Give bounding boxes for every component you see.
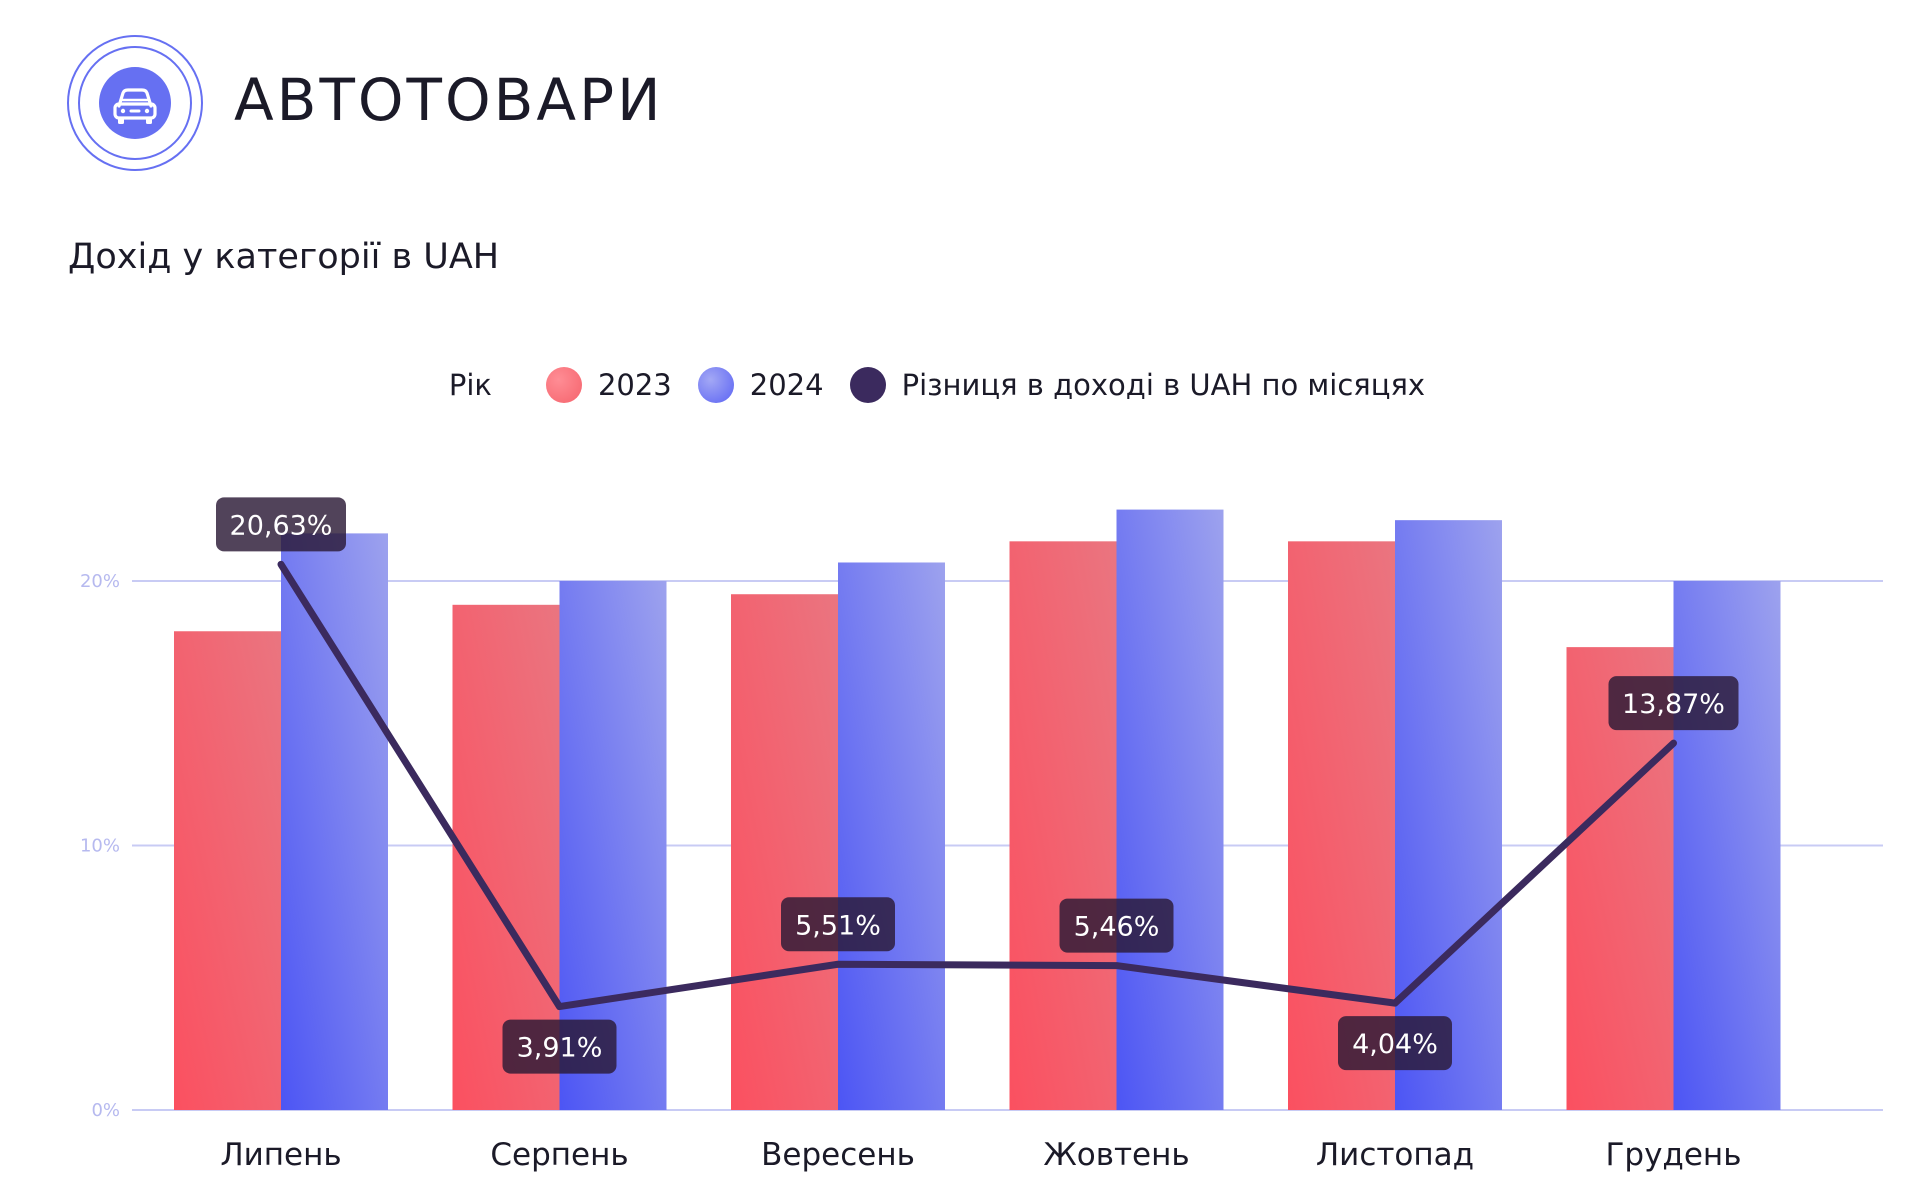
data-label: 13,87% bbox=[1622, 689, 1725, 720]
difference-line-path bbox=[277, 560, 1677, 1011]
chart-title: Дохід у категорії в UAH bbox=[68, 237, 500, 277]
data-label: 3,91% bbox=[517, 1033, 603, 1064]
bar-2024[interactable] bbox=[1673, 581, 1781, 1110]
legend-swatch-difference bbox=[849, 367, 886, 403]
data-label-box bbox=[781, 897, 895, 952]
legend-item-difference[interactable]: Різниця в доході в UAH по місяцях bbox=[849, 367, 1426, 403]
data-label: 5,46% bbox=[1074, 912, 1160, 943]
difference-point[interactable] bbox=[278, 561, 284, 568]
legend-item-2023[interactable]: 2023 bbox=[545, 367, 672, 403]
data-label-box bbox=[502, 1019, 617, 1074]
x-category-label: Жовтень bbox=[1043, 1137, 1189, 1173]
bar-2024[interactable] bbox=[281, 533, 388, 1110]
legend: Рік 2023 2024 Різниця в доході в UAH по … bbox=[0, 358, 1920, 412]
legend-swatch-2023 bbox=[545, 367, 582, 403]
legend-title: Рік bbox=[448, 368, 492, 402]
bar-2024[interactable] bbox=[1395, 520, 1502, 1110]
difference-point[interactable] bbox=[1670, 740, 1677, 747]
difference-point[interactable] bbox=[556, 1003, 563, 1010]
bars bbox=[174, 509, 1781, 1111]
data-label: 5,51% bbox=[795, 910, 881, 941]
bar-2023[interactable] bbox=[731, 594, 838, 1110]
data-label-box bbox=[216, 497, 346, 552]
x-category-label: Листопад bbox=[1316, 1137, 1474, 1173]
category-labels: Липень Серпень Вересень Жовтень Листопад Груд… bbox=[220, 1137, 1741, 1173]
difference-point[interactable] bbox=[1113, 962, 1120, 969]
legend-item-2024[interactable]: 2024 bbox=[697, 367, 824, 403]
bar-2024[interactable] bbox=[838, 562, 945, 1110]
legend-swatch-2024 bbox=[697, 367, 734, 403]
y-tick-label: 0% bbox=[91, 1100, 120, 1121]
data-label: 20,63% bbox=[230, 510, 333, 541]
x-category-label: Липень bbox=[220, 1137, 341, 1173]
y-tick-label: 20% bbox=[80, 571, 120, 592]
data-label-box bbox=[1338, 1016, 1452, 1071]
page-title: АВТОТОВАРИ bbox=[234, 66, 664, 134]
difference-point[interactable] bbox=[835, 961, 841, 968]
legend-label-difference: Різниця в доході в UAH по місяцях bbox=[901, 368, 1426, 402]
car-icon bbox=[67, 35, 203, 171]
bar-2023[interactable] bbox=[174, 631, 281, 1110]
x-category-label: Грудень bbox=[1606, 1137, 1742, 1173]
x-category-label: Вересень bbox=[761, 1137, 915, 1173]
x-category-label: Серпень bbox=[490, 1137, 628, 1173]
bar-2023[interactable] bbox=[1288, 541, 1395, 1110]
data-label-box bbox=[1608, 676, 1739, 731]
bar-2023[interactable] bbox=[1009, 541, 1117, 1110]
data-label-box bbox=[1059, 898, 1174, 953]
data-labels: 20,63% 3,91% 5,51% 5,46% 4,04% 13,87% bbox=[216, 497, 1739, 1074]
difference-line bbox=[277, 560, 1677, 1011]
data-label: 4,04% bbox=[1352, 1029, 1438, 1060]
bar-2024[interactable] bbox=[1116, 509, 1224, 1111]
category-logo bbox=[66, 34, 204, 172]
y-tick-label: 10% bbox=[80, 836, 120, 857]
difference-point[interactable] bbox=[1392, 1000, 1398, 1007]
legend-label-2023: 2023 bbox=[597, 368, 672, 402]
legend-label-2024: 2024 bbox=[749, 368, 824, 402]
